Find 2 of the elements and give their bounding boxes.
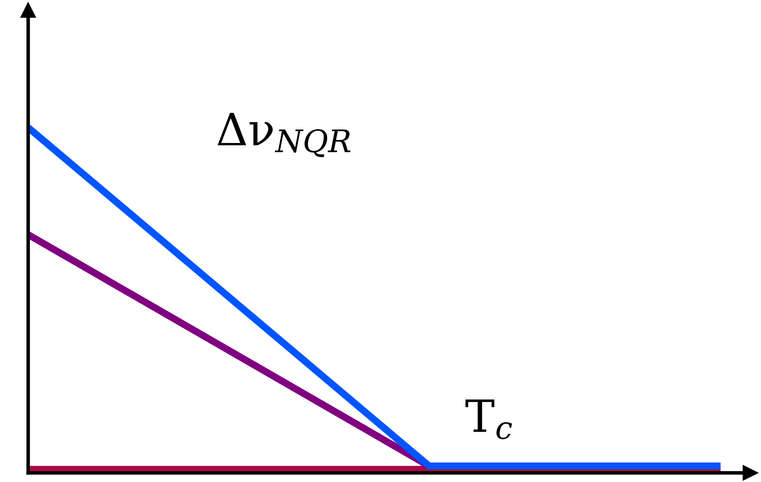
annotation: T$_{c}$	[466, 399, 512, 440]
annotation: Δν$_{NQR}$	[218, 112, 350, 158]
